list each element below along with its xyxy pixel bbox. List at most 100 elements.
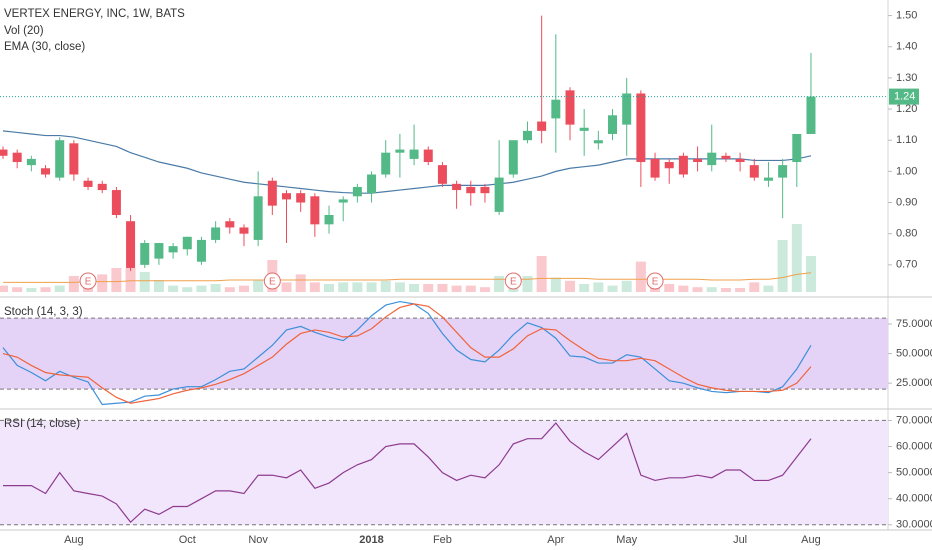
last-price-label: 1.24 <box>894 90 915 102</box>
ema-legend: EMA (30, close) <box>4 41 85 53</box>
candle-body <box>806 96 816 134</box>
volume-bar <box>196 285 207 292</box>
x-tick-label: Apr <box>547 534 564 546</box>
y-tick-label: 1.30 <box>896 72 917 84</box>
candle-body <box>69 143 79 175</box>
volume-bar <box>522 276 533 292</box>
candle-body <box>452 183 462 191</box>
candle-body <box>140 243 150 265</box>
y-tick-label: 0.70 <box>896 259 917 271</box>
earnings-marker <box>646 272 664 290</box>
volume-bar <box>111 268 122 292</box>
candle-body <box>466 186 476 194</box>
chart-title: VERTEX ENERGY, INC, 1W, BATS <box>4 8 185 20</box>
volume-bar <box>224 287 235 292</box>
band-fill <box>0 420 888 525</box>
volume-bar <box>238 285 249 292</box>
candle-body <box>593 140 603 144</box>
volume-bar <box>352 282 363 292</box>
candle-body <box>636 93 646 163</box>
volume-bar <box>494 276 505 292</box>
volume-bar <box>749 282 760 292</box>
indicator-line <box>3 422 812 524</box>
candle-body <box>707 152 717 166</box>
volume-bar <box>68 276 79 292</box>
volume-bar <box>153 280 164 292</box>
volume-bar <box>394 282 405 292</box>
panel-title: RSI (14, close) <box>4 418 80 430</box>
volume-bar <box>720 288 731 292</box>
x-tick-label: Oct <box>179 534 196 546</box>
candle-body <box>622 93 632 125</box>
volume-bar <box>536 256 547 292</box>
volume-bar <box>309 282 320 292</box>
x-tick-label: Feb <box>433 534 452 546</box>
y-tick-label: 0.90 <box>896 196 917 208</box>
volume-bar <box>12 287 23 292</box>
volume-ma-line <box>3 272 812 283</box>
candle-body <box>310 196 320 225</box>
volume-bar <box>295 274 306 292</box>
candle-body <box>253 196 263 240</box>
volume-bar <box>253 280 264 292</box>
volume-bar <box>409 284 420 292</box>
volume-bar <box>139 272 150 292</box>
y-tick-label: 25.0000 <box>896 377 932 389</box>
x-tick-label: Nov <box>248 534 268 546</box>
candle-body <box>352 186 362 197</box>
earnings-label: E <box>85 277 92 288</box>
volume-bar <box>706 287 717 292</box>
candle-body <box>111 190 121 215</box>
candle-body <box>267 180 277 206</box>
candle-body <box>282 193 291 200</box>
band-fill <box>0 318 888 390</box>
volume-bar <box>678 285 689 292</box>
volume-bar <box>763 285 774 292</box>
y-tick-label: 60.0000 <box>896 440 932 452</box>
volume-bar <box>324 284 335 292</box>
candle-body <box>168 246 178 253</box>
indicator-line <box>2 303 812 404</box>
volume-bar <box>26 288 37 292</box>
volume-bar <box>0 285 8 292</box>
y-tick-label: 40.0000 <box>896 493 932 505</box>
candle-body <box>0 149 8 156</box>
volume-bar <box>635 261 646 292</box>
y-tick-label: 0.80 <box>896 228 917 240</box>
earnings-marker <box>504 272 522 290</box>
candle-body <box>26 158 36 166</box>
candle-body <box>409 149 419 159</box>
volume-bar <box>579 284 590 292</box>
candle-body <box>126 221 136 268</box>
candle-body <box>437 165 447 184</box>
candle-body <box>792 133 802 163</box>
candle-body <box>296 193 306 203</box>
candle-body <box>211 227 221 240</box>
volume-bar <box>380 280 391 292</box>
volume-bar <box>805 256 816 292</box>
volume-bar <box>168 285 179 292</box>
candle-body <box>83 180 93 187</box>
candle-body <box>735 158 745 163</box>
volume-bar <box>366 282 377 292</box>
candle-body <box>608 115 618 134</box>
volume-bar <box>777 240 788 292</box>
y-tick-label: 30.0000 <box>896 519 932 531</box>
candle-body <box>239 227 249 234</box>
volume-bar <box>621 280 632 292</box>
y-tick-label: 1.50 <box>896 9 917 21</box>
volume-bar <box>423 284 434 292</box>
candle-body <box>225 221 235 228</box>
volume-bar <box>451 285 462 292</box>
y-tick-label: 75.0000 <box>896 318 932 330</box>
volume-bar <box>97 274 108 292</box>
candle-body <box>182 236 192 250</box>
volume-bar <box>54 285 65 292</box>
candle-body <box>338 199 348 203</box>
earnings-label: E <box>510 277 517 288</box>
candle-body <box>537 121 547 131</box>
x-tick-label: May <box>616 534 637 546</box>
ema-line <box>2 130 812 194</box>
panel-title: Stoch (14, 3, 3) <box>4 306 83 318</box>
